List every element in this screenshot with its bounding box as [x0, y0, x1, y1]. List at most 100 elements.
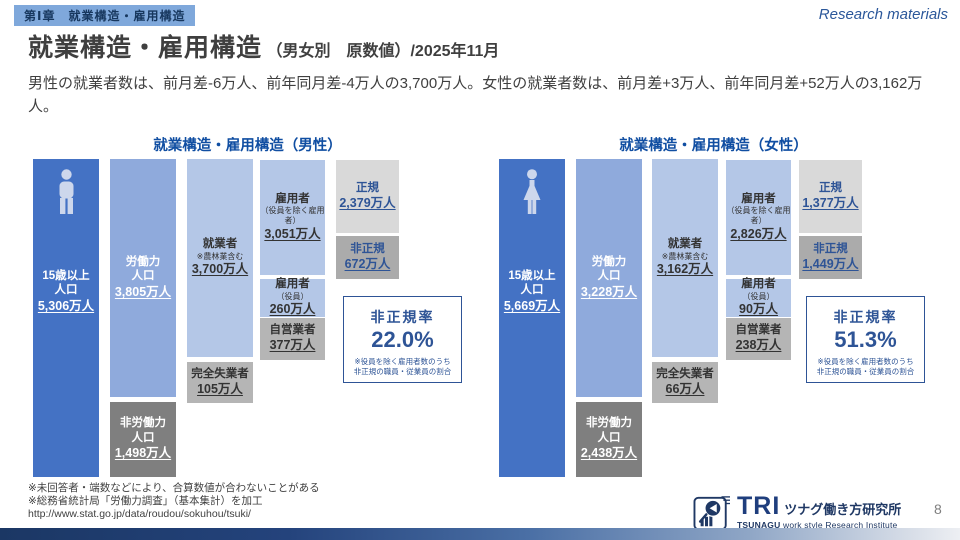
rate-label: 非正規率 [370, 309, 435, 325]
bar-label: 就業者 [667, 238, 703, 251]
rate-value: 22.0% [371, 327, 434, 352]
page-title: 就業構造・雇用構造 （男女別 原数値）/2025年11月 [28, 28, 499, 64]
bar-value: 238万人 [735, 338, 782, 353]
bar-label: 15歳以上 [508, 270, 556, 282]
bar-note: ※農林業含む [661, 251, 709, 261]
bar-value: 672万人 [344, 256, 391, 271]
logo-row: TRI ツナグ働き方研究所 [737, 492, 902, 520]
bar-value: 3,051万人 [264, 226, 321, 241]
male-chart-title: 就業構造・雇用構造（男性） [153, 138, 342, 154]
bar-label: 非正規 [813, 242, 848, 255]
rate-note-line: ※役員を除く雇用者数のうち [354, 357, 451, 367]
rate-note: ※役員を除く雇用者数のうち 非正規の職員・従業員の割合 [344, 357, 461, 377]
bar-value: 1,377万人 [802, 195, 859, 210]
bar-value: 5,306万人 [37, 298, 95, 313]
bar-label: 人口 [597, 431, 621, 444]
female-population-text: 15歳以上 人口 5,669万人 [504, 269, 560, 315]
bar-label: 15歳以上 [42, 270, 90, 282]
bar-label: 雇用者 [741, 192, 776, 205]
bar-label: 労働力 [591, 255, 627, 268]
bar-value: 1,449万人 [802, 256, 859, 271]
bar-label: 人口 [520, 284, 544, 297]
female-employees-exec-bar: 雇用者 （役員） 90万人 [726, 278, 791, 317]
logo-en-rest: work style Research Institute [780, 520, 898, 530]
bar-value: 1,498万人 [114, 446, 172, 461]
summary-text: 男性の就業者数は、前月差-6万人、前年同月差-4万人の3,700万人。女性の就業… [28, 75, 923, 116]
bar-value: 260万人 [269, 302, 316, 317]
female-employed-bar: 就業者 ※農林業含む 3,162万人 [652, 159, 718, 357]
bar-note: ※農林業含む [196, 251, 244, 261]
bar-value: 105万人 [197, 381, 243, 396]
female-employees-excl-exec-bar: 雇用者 （役員を除く雇用者） 2,826万人 [726, 160, 791, 275]
rate-note-line: 非正規の職員・従業員の割合 [816, 367, 915, 377]
female-non-regular-bar: 非正規 1,449万人 [799, 236, 862, 279]
bar-label: 非正規 [350, 242, 385, 255]
rate-value: 51.3% [834, 327, 897, 352]
bar-label: 正規 [356, 181, 379, 194]
logo-jp-name: ツナグ働き方研究所 [784, 502, 902, 517]
male-self-employed-bar: 自営業者 377万人 [260, 318, 325, 360]
bar-note: （役員を除く雇用者） [726, 206, 791, 225]
bar-value: 90万人 [739, 302, 778, 317]
bar-label: 自営業者 [269, 324, 316, 337]
bar-label: 非労働力 [586, 417, 632, 430]
female-population-bar: 15歳以上 人口 5,669万人 [499, 159, 565, 477]
bar-note: （役員） [742, 291, 775, 301]
logo-en-name: TSUNAGU work style Research Institute [737, 520, 901, 530]
bottom-gradient-bar [0, 528, 960, 540]
female-unemployed-bar: 完全失業者 66万人 [652, 362, 718, 403]
footnotes: ※未回答者・端数などにより、合算数値が合わないことがある ※総務省統計局「労働力… [28, 482, 320, 521]
bar-label: 非労働力 [120, 417, 166, 430]
footnote-line: ※総務省統計局「労働力調査」（基本集計）を加工 [28, 495, 263, 508]
bar-label: 完全失業者 [656, 367, 714, 380]
male-population-bar: 15歳以上 人口 5,306万人 [33, 159, 99, 477]
bar-label: 人口 [597, 270, 621, 283]
bar-value: 3,805万人 [114, 284, 172, 299]
male-labor-force-bar: 労働力 人口 3,805万人 [110, 159, 176, 397]
page-number: 8 [934, 501, 942, 517]
magnifier-chart-icon [693, 496, 730, 531]
bar-value: 2,826万人 [730, 226, 787, 241]
female-regular-bar: 正規 1,377万人 [799, 160, 862, 233]
bar-label: 自営業者 [735, 324, 782, 337]
footnote-line: ※未回答者・端数などにより、合算数値が合わないことがある [28, 482, 320, 494]
bar-label: 人口 [54, 284, 78, 297]
page-title-sub: （男女別 原数値）/2025年11月 [266, 43, 500, 60]
bar-label: 雇用者 [275, 278, 310, 291]
bar-value: 2,379万人 [339, 195, 396, 210]
bar-label: 人口 [131, 270, 155, 283]
bar-note: （役員） [276, 291, 309, 301]
male-unemployed-bar: 完全失業者 105万人 [187, 362, 253, 403]
bar-label: 就業者 [202, 238, 238, 251]
bar-label: 雇用者 [275, 192, 310, 205]
male-non-regular-rate-box: 非正規率 22.0% ※役員を除く雇用者数のうち 非正規の職員・従業員の割合 [343, 296, 462, 383]
male-non-labor-force-bar: 非労働力 人口 1,498万人 [110, 402, 176, 477]
rate-label: 非正規率 [833, 309, 898, 325]
bar-label: 正規 [819, 181, 842, 194]
male-non-regular-bar: 非正規 672万人 [336, 236, 399, 279]
bar-note: （役員を除く雇用者） [260, 206, 325, 225]
bar-label: 人口 [131, 431, 155, 444]
bar-label: 完全失業者 [191, 367, 249, 380]
rate-note-line: 非正規の職員・従業員の割合 [353, 367, 452, 377]
footnote-url: http://www.stat.go.jp/data/roudou/sokuho… [28, 508, 251, 521]
bar-value: 2,438万人 [580, 446, 638, 461]
bar-value: 5,669万人 [503, 298, 561, 313]
watermark-text: Research materials [818, 6, 948, 23]
male-person-icon [59, 169, 73, 214]
female-labor-force-bar: 労働力 人口 3,228万人 [576, 159, 642, 397]
logo-tri-text: TRI [737, 492, 781, 520]
bar-label: 労働力 [125, 255, 161, 268]
logo-en-bold: TSUNAGU [737, 520, 781, 530]
bar-value: 66万人 [665, 381, 705, 396]
female-non-regular-rate-box: 非正規率 51.3% ※役員を除く雇用者数のうち 非正規の職員・従業員の割合 [806, 296, 925, 383]
female-self-employed-bar: 自営業者 238万人 [726, 318, 791, 360]
male-employees-excl-exec-bar: 雇用者 （役員を除く雇用者） 3,051万人 [260, 160, 325, 275]
tsunagu-logo: TRI ツナグ働き方研究所 TSUNAGU work style Researc… [693, 492, 902, 531]
male-employees-exec-bar: 雇用者 （役員） 260万人 [260, 278, 325, 317]
male-regular-bar: 正規 2,379万人 [336, 160, 399, 233]
male-employed-bar: 就業者 ※農林業含む 3,700万人 [187, 159, 253, 357]
rate-note-line: ※役員を除く雇用者数のうち [817, 357, 914, 367]
female-person-icon [523, 169, 541, 214]
